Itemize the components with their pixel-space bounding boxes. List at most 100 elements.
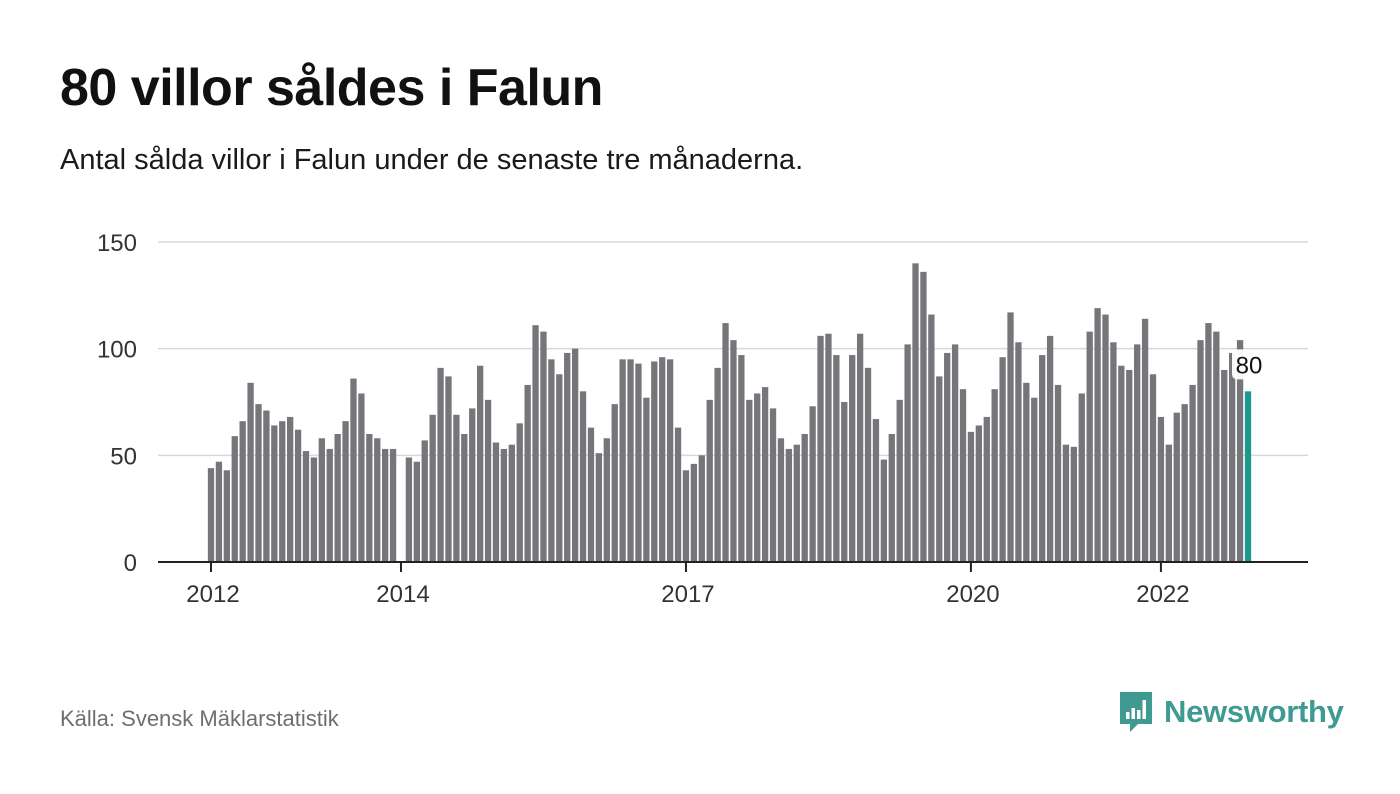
bar (540, 331, 547, 562)
x-tick-label: 2017 (661, 581, 714, 608)
bar (548, 359, 555, 562)
bar (999, 357, 1006, 562)
bar (358, 393, 365, 562)
bar (619, 359, 626, 562)
bar (255, 404, 262, 562)
bar (453, 414, 460, 562)
bar (508, 444, 515, 562)
bar (761, 387, 769, 562)
bars (207, 263, 1252, 562)
bar (801, 434, 808, 562)
bar (461, 434, 468, 562)
bar (492, 442, 500, 562)
bar (405, 457, 413, 562)
bar (1149, 374, 1157, 562)
bar (666, 359, 674, 562)
bar (793, 444, 800, 562)
y-tick-label: 50 (110, 443, 137, 470)
bar (350, 378, 357, 562)
bar (698, 455, 705, 562)
bar (500, 448, 508, 562)
bar (1102, 314, 1109, 562)
bar (872, 419, 880, 562)
bar (382, 448, 389, 562)
bar (1229, 352, 1236, 562)
bar (920, 271, 927, 562)
bar (1039, 355, 1046, 562)
bar (904, 344, 911, 562)
brand-logo: Newsworthy (1118, 690, 1344, 734)
bar (785, 448, 793, 562)
bar (476, 365, 484, 562)
bar (247, 382, 254, 562)
bar (1054, 384, 1062, 562)
bar (1173, 412, 1180, 562)
bar (983, 416, 990, 562)
bar (366, 434, 373, 562)
source-note: Källa: Svensk Mäklarstatistik (60, 706, 339, 731)
bar (1031, 397, 1038, 562)
bar (326, 448, 333, 562)
bar (1236, 340, 1244, 562)
bar (746, 399, 753, 562)
bar (754, 393, 761, 562)
bar (944, 352, 951, 562)
bar (896, 399, 903, 562)
bar (231, 436, 238, 562)
bar (722, 323, 729, 562)
y-tick-label: 150 (97, 230, 137, 257)
bar (1015, 342, 1022, 562)
bar (1197, 340, 1204, 562)
x-tick-label: 2022 (1136, 581, 1189, 608)
bar (730, 340, 737, 562)
bar-highlight (1244, 391, 1252, 562)
bar (682, 470, 690, 562)
chart-title: 80 villor såldes i Falun (60, 59, 603, 117)
bar (603, 438, 610, 562)
brand-name: Newsworthy (1164, 694, 1344, 729)
bar (809, 406, 816, 562)
bar (991, 389, 998, 562)
bar (635, 363, 642, 562)
bar (951, 344, 959, 562)
bar (1134, 344, 1141, 562)
bar (1062, 444, 1070, 562)
bar (674, 427, 682, 562)
bar (627, 359, 634, 562)
bar (690, 463, 698, 562)
bar (1221, 370, 1228, 562)
bar (579, 391, 587, 562)
bar (959, 389, 967, 562)
bar (738, 355, 745, 562)
bar (975, 425, 982, 562)
bar (302, 451, 310, 562)
bar (342, 421, 349, 562)
bar (1205, 323, 1212, 562)
bar (516, 423, 523, 562)
bar (287, 416, 294, 562)
bar (263, 410, 270, 562)
bar (1078, 393, 1085, 562)
bar (437, 367, 444, 562)
x-tick-label: 2020 (946, 581, 999, 608)
chart-subtitle: Antal sålda villor i Falun under de sena… (60, 144, 804, 176)
bar (239, 421, 246, 562)
bar (334, 434, 341, 562)
bar (445, 376, 452, 562)
bar (841, 402, 848, 562)
bar (294, 429, 302, 562)
bar (1046, 335, 1054, 562)
bar (1126, 370, 1133, 562)
bar (888, 434, 895, 562)
bar (1141, 318, 1149, 562)
bar (1189, 384, 1196, 562)
bar (833, 355, 840, 562)
bar (967, 431, 975, 562)
bar (1070, 446, 1077, 562)
bar (223, 470, 230, 562)
bar (643, 397, 650, 562)
bar (659, 357, 666, 562)
bar (864, 367, 872, 562)
bar (611, 404, 618, 562)
